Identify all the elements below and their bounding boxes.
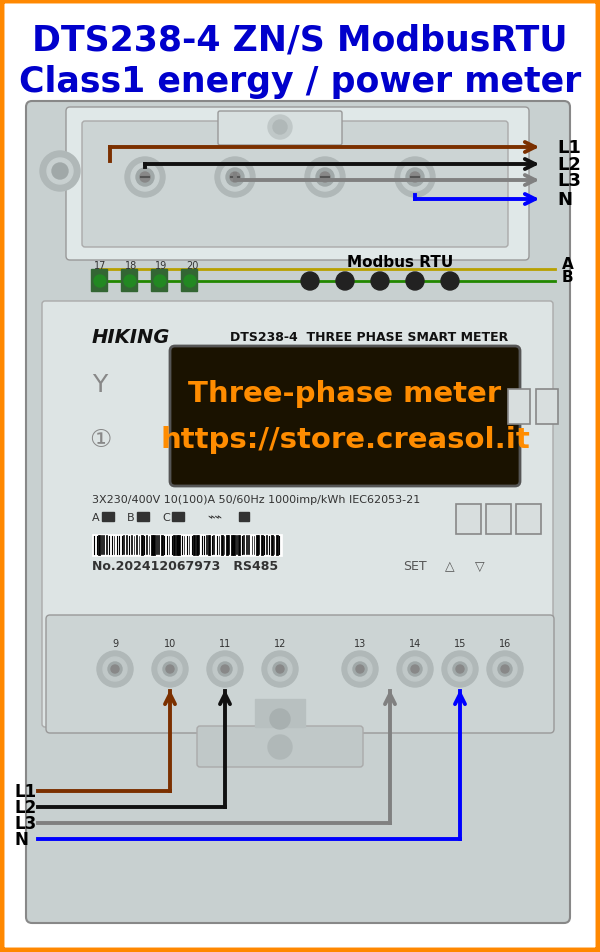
Circle shape [97,651,133,687]
Text: C: C [162,512,170,523]
Circle shape [215,158,255,198]
Bar [456,505,481,534]
Circle shape [410,173,420,183]
Bar [91,269,107,291]
Circle shape [353,663,367,676]
Circle shape [52,164,68,180]
Bar [137,512,149,522]
Text: L2: L2 [557,156,581,174]
Text: Class1 energy / power meter: Class1 energy / power meter [19,65,581,99]
Circle shape [406,169,424,187]
Text: Y: Y [92,372,107,397]
Circle shape [273,121,287,135]
Circle shape [125,158,165,198]
Circle shape [408,663,422,676]
Circle shape [40,151,80,191]
Text: HIKING: HIKING [92,328,170,347]
Circle shape [301,272,319,290]
Text: 9: 9 [112,639,118,648]
FancyBboxPatch shape [218,112,342,146]
Circle shape [213,657,237,682]
FancyBboxPatch shape [42,302,553,727]
Text: ①: ① [89,427,111,451]
Circle shape [226,169,244,187]
Circle shape [207,651,243,687]
Circle shape [356,665,364,673]
Circle shape [276,665,284,673]
Text: L3: L3 [14,814,36,832]
Text: 18: 18 [125,261,137,270]
FancyBboxPatch shape [26,102,570,923]
Circle shape [163,663,177,676]
Circle shape [397,651,433,687]
Bar [486,505,511,534]
Circle shape [487,651,523,687]
Text: 10: 10 [164,639,176,648]
Text: N: N [557,190,572,208]
Circle shape [406,272,424,290]
Text: Three-phase meter: Three-phase meter [188,380,502,407]
Circle shape [268,735,292,759]
Text: No.202412067973   RS485: No.202412067973 RS485 [92,560,278,573]
Circle shape [136,169,154,187]
Circle shape [154,276,166,288]
Circle shape [166,665,174,673]
Circle shape [342,651,378,687]
Bar [536,389,558,425]
Text: Modbus RTU: Modbus RTU [347,255,453,270]
Circle shape [316,169,334,187]
FancyBboxPatch shape [82,122,508,248]
Text: L2: L2 [14,798,36,816]
FancyBboxPatch shape [66,108,529,261]
Circle shape [493,657,517,682]
Text: DTS238-4 ZN/S ModbusRTU: DTS238-4 ZN/S ModbusRTU [32,23,568,57]
Text: SET: SET [403,560,427,573]
Text: B: B [562,270,574,286]
Text: DTS238-4  THREE PHASE SMART METER: DTS238-4 THREE PHASE SMART METER [230,331,508,344]
Circle shape [270,709,290,729]
Circle shape [441,272,459,290]
Bar [102,512,114,522]
Bar [92,534,282,556]
Circle shape [230,173,240,183]
Circle shape [498,663,512,676]
Text: A: A [92,512,100,523]
Bar [121,269,137,291]
Circle shape [47,159,73,185]
Circle shape [401,164,429,191]
FancyBboxPatch shape [46,615,554,733]
Circle shape [262,651,298,687]
Text: L1: L1 [557,139,581,157]
Circle shape [311,164,339,191]
Circle shape [305,158,345,198]
Bar [516,505,541,534]
Circle shape [448,657,472,682]
Circle shape [152,651,188,687]
Circle shape [140,173,150,183]
Circle shape [501,665,509,673]
Bar [508,389,530,425]
Circle shape [403,657,427,682]
Circle shape [124,276,136,288]
Text: L3: L3 [557,171,581,189]
Text: 12: 12 [274,639,286,648]
Circle shape [221,665,229,673]
Text: 14: 14 [409,639,421,648]
Text: L1: L1 [14,783,36,801]
Circle shape [103,657,127,682]
Text: 11: 11 [219,639,231,648]
Text: ▽: ▽ [475,560,485,573]
Circle shape [442,651,478,687]
Text: 13: 13 [354,639,366,648]
Circle shape [320,173,330,183]
Circle shape [158,657,182,682]
Text: N: N [14,830,28,848]
Circle shape [131,164,159,191]
Circle shape [184,276,196,288]
Circle shape [453,663,467,676]
Bar [255,700,305,727]
Text: 15: 15 [454,639,466,648]
Circle shape [218,663,232,676]
Text: A: A [562,257,574,272]
